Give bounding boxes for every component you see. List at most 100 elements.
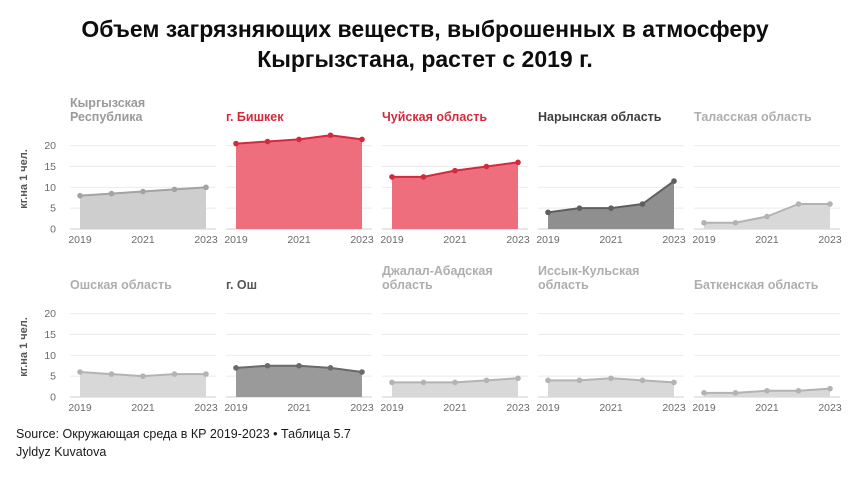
data-point [264,138,271,145]
page-title-line2: Кыргызстана, растет с 2019 г. [257,46,593,73]
data-point [452,379,458,385]
x-tick-label: 2021 [287,234,311,246]
data-point [452,167,458,174]
area-fill [236,134,362,229]
panel-title-text: Нарынская область [538,110,662,125]
region-panel: Джалал-Абадская область 2019 2021 2023 [380,257,530,415]
data-point [171,371,178,377]
data-point [171,186,178,192]
y-axis: 0 5 10 15 20 кг.на 1 чел. [16,129,60,247]
panel-title: Нарынская область [538,89,684,125]
chart-row: 0 5 10 15 20 кг.на 1 чел. Ошская область 2019 20… [16,257,842,415]
panel-chart: 2019 2021 2023 [536,312,686,414]
chart-row: 0 5 10 15 20 кг.на 1 чел. Кыргызская Республик… [16,89,842,247]
data-point [608,205,614,211]
data-point [420,173,427,180]
panel-title-text: Кыргызская Республика [70,95,146,125]
x-tick-label: 2021 [443,402,467,414]
data-point [264,362,271,369]
data-point [515,375,521,381]
x-tick-label: 2023 [350,402,374,414]
panel-title-text: г. Ош [226,278,258,293]
y-tick-label: 15 [44,161,56,173]
panel-title: Джалал-Абадская область [382,257,528,293]
x-tick-label: 2023 [818,234,842,246]
x-tick-label: 2021 [131,234,155,246]
x-tick-label: 2019 [68,402,92,414]
data-point [389,173,395,180]
data-point [608,375,614,381]
x-tick-label: 2019 [224,234,248,246]
data-point [671,379,677,385]
panel-title: Кыргызская Республика [70,89,216,125]
panel-chart: 2019 2021 2023 [224,132,374,246]
data-point [233,140,239,147]
footer: Source: Окружающая среда в КР 2019-2023 … [16,425,834,463]
panel-chart: 2019 2021 2023 [692,144,842,246]
y-axis-svg: 0 5 10 15 20 кг.на 1 чел. [18,140,56,235]
panel-title: Чуйская область [382,89,528,125]
data-point [671,178,677,184]
region-panel: Кыргызская Республика 2019 2021 2023 [68,89,218,247]
y-tick-label: 20 [44,308,56,320]
y-tick-label: 10 [44,350,56,362]
data-point [108,190,115,197]
y-axis-label: кг.на 1 чел. [18,149,30,209]
x-tick-label: 2021 [287,402,311,414]
page-title-line1: Объем загрязняющих веществ, выброшенных … [81,16,769,42]
data-point [764,387,770,394]
y-tick-label: 5 [50,370,56,382]
data-point [732,389,739,396]
x-tick-label: 2019 [380,402,404,414]
data-point [327,132,334,138]
y-tick-label: 5 [50,202,56,214]
x-tick-label: 2021 [443,234,467,246]
data-point [764,213,770,220]
y-axis: 0 5 10 15 20 кг.на 1 чел. [16,297,60,415]
data-point [296,362,302,369]
x-tick-label: 2023 [194,234,218,246]
data-point [732,219,739,226]
data-point [545,377,551,383]
panel-title-text: г. Бишкек [226,110,284,125]
x-tick-label: 2021 [755,402,779,414]
panel-chart: 2019 2021 2023 [380,144,530,246]
page-title: Объем загрязняющих веществ, выброшенных … [16,14,834,75]
x-tick-label: 2023 [350,234,374,246]
data-point [483,163,490,170]
region-panel: г. Ош 2019 2021 2023 [224,257,374,415]
x-tick-label: 2019 [224,402,248,414]
data-point [827,385,833,392]
data-point [359,136,365,142]
data-point [203,371,209,377]
x-tick-label: 2019 [380,234,404,246]
data-point [576,377,583,383]
y-axis-svg: 0 5 10 15 20 кг.на 1 чел. [18,308,56,403]
panel-title: Таласская область [694,89,840,125]
data-point [296,136,302,142]
chart-grid: 0 5 10 15 20 кг.на 1 чел. Кыргызская Республик… [16,89,842,415]
region-panel: Чуйская область 2019 2021 2023 [380,89,530,247]
data-point [233,364,239,371]
area-fill [236,365,362,397]
x-tick-label: 2019 [692,234,716,246]
region-panel: Ошская область 2019 2021 2023 [68,257,218,415]
region-panel: Таласская область 2019 2021 2023 [692,89,842,247]
x-tick-label: 2021 [131,402,155,414]
x-tick-label: 2021 [599,234,623,246]
area-fill [80,371,206,397]
panel-chart: 2019 2021 2023 [68,144,218,246]
x-tick-label: 2023 [194,402,218,414]
y-tick-label: 20 [44,140,56,152]
y-tick-label: 0 [50,223,56,235]
area-fill [548,180,674,229]
author-note: Jyldyz Kuvatova [16,445,107,460]
x-tick-label: 2023 [662,402,686,414]
data-point [827,200,833,207]
panel-title-text: Джалал-Абадская область [382,263,493,293]
y-axis-label: кг.на 1 чел. [18,317,30,377]
area-fill [80,187,206,229]
panel-chart: 2019 2021 2023 [536,144,686,246]
panel-chart: 2019 2021 2023 [68,312,218,414]
data-point [140,373,146,379]
